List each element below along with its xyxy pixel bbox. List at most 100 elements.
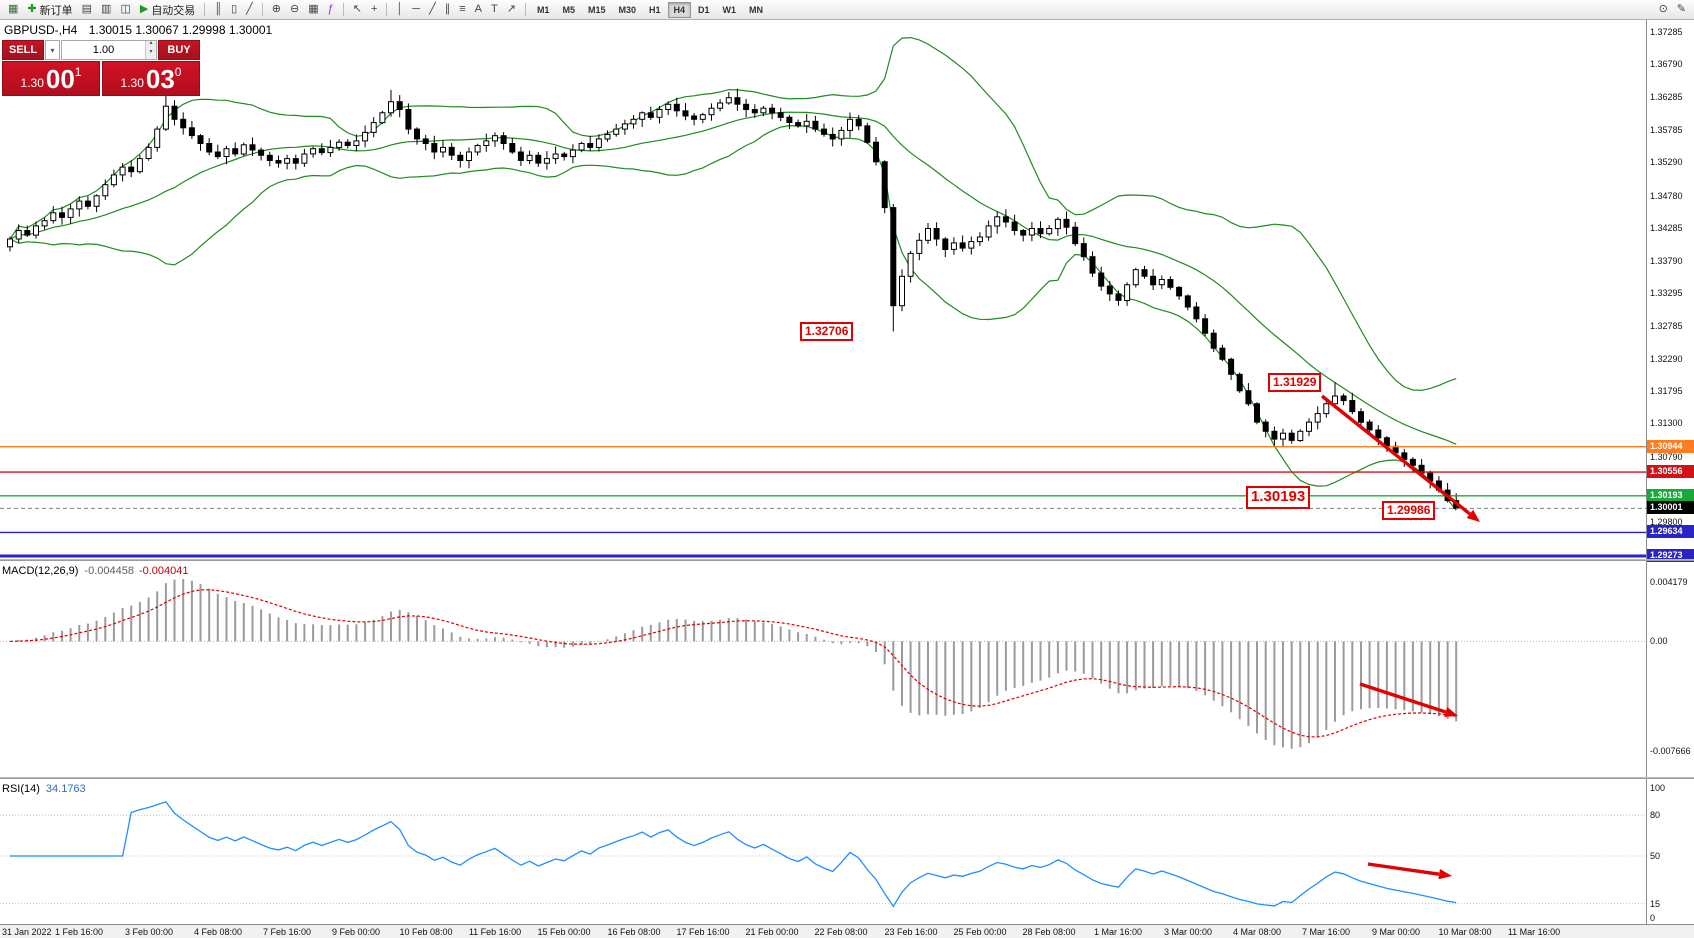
timeframe-M1[interactable]: M1 [531, 2, 556, 18]
chart-canvas[interactable] [0, 20, 1694, 938]
candle-body [1323, 403, 1330, 415]
candle-body [353, 140, 360, 147]
search-button[interactable]: ⊙ [1655, 1, 1672, 18]
time-tick: 7 Mar 16:00 [1301, 927, 1351, 937]
market-watch-button[interactable]: ▤ [78, 1, 96, 18]
timeframe-H4[interactable]: H4 [667, 1, 692, 18]
candle-body [1401, 452, 1408, 460]
cursor-button[interactable]: ↖ [349, 1, 366, 18]
data-window-button[interactable]: ▥ [97, 1, 115, 18]
timeframe-H1[interactable]: H1 [643, 2, 667, 18]
candle-body [899, 275, 905, 307]
text-button[interactable]: A [471, 1, 486, 18]
candle-body [492, 135, 498, 142]
trend-arrow-head [1438, 869, 1452, 880]
candle-body [1210, 332, 1217, 349]
candle-body [639, 112, 646, 120]
bar-chart-button[interactable]: ║ [210, 1, 226, 18]
text-label-button[interactable]: T [487, 1, 502, 18]
candle-body [1080, 243, 1087, 258]
candle-body [33, 225, 39, 236]
edit-button[interactable]: ✎ [1673, 1, 1690, 18]
candle-body [1219, 347, 1226, 360]
new-order-button[interactable]: ✚ 新订单 [23, 1, 76, 18]
price-axis[interactable]: 1.37285 1.36790 1.36285 1.35785 1.35290 1.347… [1646, 20, 1694, 924]
rsi-panel-splitter[interactable] [0, 777, 1694, 779]
zoom-out-button[interactable]: ⊖ [286, 1, 303, 18]
autotrading-button[interactable]: ▶ 自动交易 [136, 1, 199, 18]
price-tick: 1.31300 [1650, 418, 1683, 428]
spinner-down-icon[interactable]: ▾ [146, 49, 156, 59]
candle-body [301, 153, 308, 164]
timeframe-D1[interactable]: D1 [692, 2, 716, 18]
candle-body [1375, 429, 1382, 439]
buy-price-tile[interactable]: 1.30 03 0 [102, 61, 200, 96]
crosshair-button[interactable]: + [367, 1, 381, 18]
timeframe-M30[interactable]: M30 [612, 2, 642, 18]
price-annotation[interactable]: 1.30193 [1246, 486, 1311, 509]
candle-body [760, 107, 767, 114]
arrow-tool-button[interactable]: ↗ [503, 1, 520, 18]
time-axis[interactable]: 31 Jan 2022 1 Feb 16:00 3 Feb 00:00 4 Feb 0… [0, 924, 1694, 938]
price-annotation[interactable]: 1.29986 [1382, 501, 1436, 520]
timeframe-M5[interactable]: M5 [556, 2, 581, 18]
candle-body [431, 143, 438, 153]
chevron-down-icon: ▾ [50, 45, 55, 55]
trend-arrow[interactable] [1367, 862, 1440, 876]
time-tick: 7 Feb 16:00 [262, 927, 312, 937]
volume-input[interactable] [62, 41, 145, 59]
sell-price-tile[interactable]: 1.30 00 1 [2, 61, 100, 96]
candle-body [803, 120, 810, 127]
time-tick: 4 Mar 08:00 [1232, 927, 1282, 937]
price-annotation[interactable]: 1.31929 [1268, 373, 1322, 392]
bollinger-middle-band [9, 111, 1457, 445]
new-chart-button[interactable]: ▦ [4, 1, 22, 18]
candle-body [1115, 293, 1122, 301]
candlestick-chart-button[interactable]: ▯ [227, 1, 241, 18]
candle-body [855, 118, 862, 127]
candle-body [1228, 358, 1235, 375]
time-tick: 17 Feb 16:00 [676, 927, 730, 937]
time-tick: 3 Feb 00:00 [124, 927, 174, 937]
trendline-button[interactable]: ╱ [425, 1, 440, 18]
candle-body [59, 212, 65, 218]
toolbar-separator [386, 3, 388, 16]
text-label-icon: T [490, 3, 498, 15]
symbol-period-label: GBPUSD-,H4 [4, 23, 78, 37]
indicators-button[interactable]: ƒ [324, 1, 338, 18]
timeframe-MN[interactable]: MN [743, 2, 769, 18]
buy-button[interactable]: BUY [158, 40, 200, 60]
spinner-up-icon[interactable]: ▴ [146, 40, 156, 50]
trend-arrow[interactable] [1320, 394, 1471, 516]
candle-body [812, 120, 819, 130]
price-tick: 1.35785 [1650, 125, 1683, 135]
fibonacci-button[interactable]: ≡ [455, 1, 469, 18]
time-tick: 3 Mar 00:00 [1163, 927, 1213, 937]
level-price-box: 1.30556 [1647, 465, 1694, 478]
macd-panel-splitter[interactable] [0, 559, 1694, 561]
sell-price-big: 00 [45, 63, 75, 94]
candle-body [777, 112, 784, 118]
trade-options-dropdown[interactable]: ▾ [45, 40, 60, 60]
navigator-button[interactable]: ◫ [116, 1, 134, 18]
sell-button[interactable]: SELL [2, 40, 44, 60]
horizontal-line-button[interactable]: ─ [408, 1, 424, 18]
tile-windows-button[interactable]: ▦ [304, 1, 322, 18]
candle-body [1193, 306, 1200, 320]
zoom-in-button[interactable]: ⊕ [268, 1, 285, 18]
candle-body [1132, 269, 1139, 286]
timeframe-M15[interactable]: M15 [582, 2, 612, 18]
trend-arrow[interactable] [1359, 682, 1447, 714]
equidistant-channel-button[interactable]: ∥ [441, 1, 455, 18]
volume-spinner: ▴ ▾ [145, 40, 156, 59]
sell-price-sup: 1 [74, 65, 82, 79]
line-chart-button[interactable]: ╱ [242, 1, 257, 18]
vertical-line-button[interactable]: │ [392, 1, 407, 18]
candle-body [1288, 432, 1295, 441]
price-annotation[interactable]: 1.32706 [800, 322, 854, 341]
edit-icon: ✎ [1676, 3, 1686, 15]
candle-body [1314, 413, 1321, 423]
time-tick: 9 Feb 00:00 [331, 927, 381, 937]
timeframe-W1[interactable]: W1 [717, 2, 743, 18]
text-icon: A [474, 3, 482, 15]
